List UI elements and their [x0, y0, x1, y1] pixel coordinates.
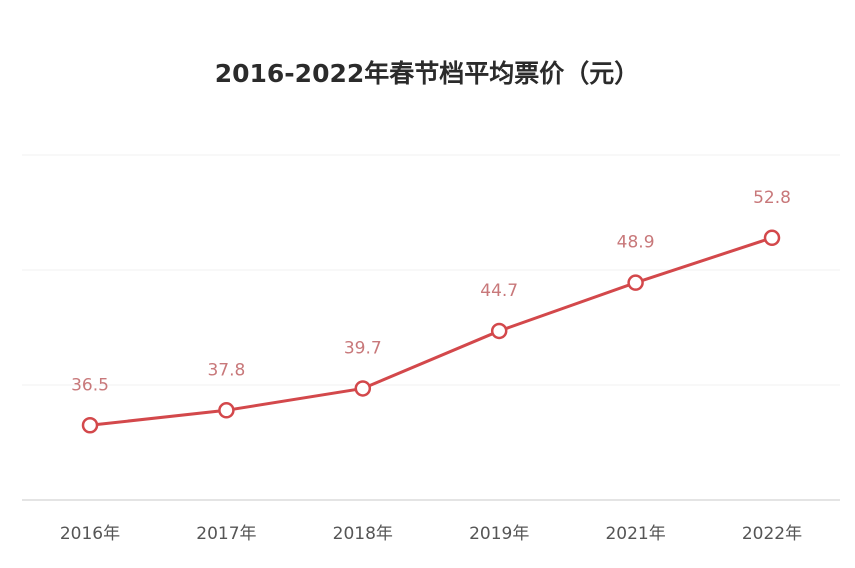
point [490, 322, 508, 340]
point [81, 417, 99, 434]
point [627, 274, 644, 291]
point [354, 380, 372, 397]
chart-title: 2016-2022年春节档平均票价（元） [215, 59, 640, 88]
point [763, 229, 781, 247]
line [89, 236, 773, 427]
value-label: 48.9 [617, 233, 655, 253]
x-tick-label: 2016年 [60, 524, 120, 544]
point [218, 402, 235, 419]
value-label: 39.7 [344, 338, 382, 358]
value-label: 52.8 [753, 188, 791, 208]
value-label: 44.7 [480, 281, 518, 301]
x-tick-label: 2021年 [605, 524, 665, 544]
value-label: 37.8 [207, 360, 245, 380]
x-tick-label: 2022年 [742, 524, 802, 544]
x-tick-label: 2018年 [333, 524, 393, 544]
x-tick-label: 2017年 [196, 524, 256, 544]
value-label: 36.5 [71, 375, 109, 395]
x-tick-label: 2019年 [469, 524, 529, 544]
